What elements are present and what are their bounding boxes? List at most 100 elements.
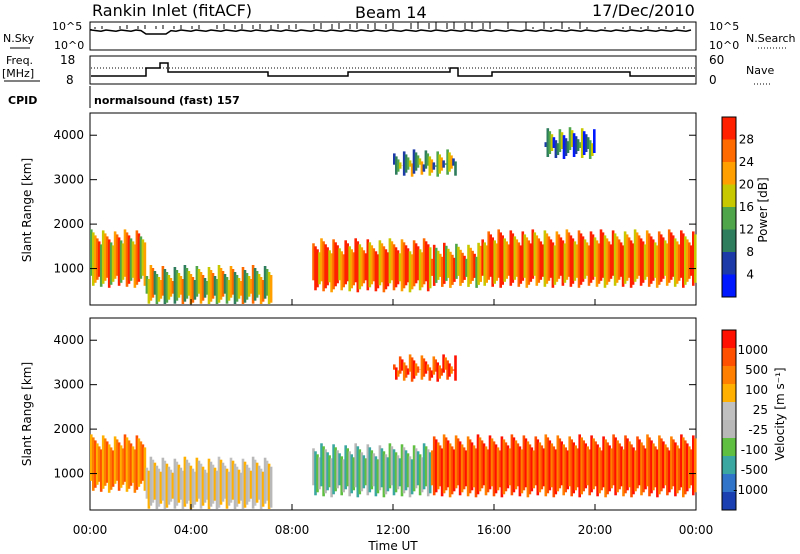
velocity-cell: [610, 448, 613, 489]
velocity-cell: [508, 448, 512, 486]
power-cell: [686, 239, 689, 282]
velocity-cell: [115, 439, 119, 481]
power-cell: [312, 243, 315, 281]
power-cell: [380, 243, 384, 283]
velocity-cell: [628, 441, 631, 488]
velocity-cell: [147, 470, 151, 509]
velocity-cell: [96, 443, 99, 485]
y-tick-label: 4000: [53, 128, 84, 142]
velocity-cell: [478, 437, 482, 492]
x-tick-label: 00:00: [73, 523, 108, 537]
velocity-cell: [402, 362, 406, 381]
nave-label: Nave: [746, 64, 774, 77]
velocity-cell: [480, 440, 484, 489]
velocity-cell: [472, 445, 476, 488]
colorbar-swatch: [722, 474, 736, 493]
power-cell: [131, 241, 135, 278]
velocity-cell: [404, 450, 408, 491]
velocity-cell: [209, 461, 213, 507]
power-cell: [173, 267, 177, 304]
velocity-cell: [193, 471, 197, 505]
velocity-cell: [636, 436, 639, 489]
power-cell: [259, 277, 263, 304]
power-cell: [249, 279, 253, 294]
power-cell: [414, 152, 418, 171]
cpid-label: CPID: [8, 94, 37, 107]
velocity-cell: [516, 443, 520, 487]
velocity-cell: [498, 450, 502, 488]
power-cell: [621, 245, 625, 287]
velocity-cell: [654, 446, 657, 488]
power-cell: [406, 157, 410, 170]
power-cell: [597, 243, 601, 284]
colorbar-tick-label: 1000: [737, 343, 768, 357]
velocity-cell: [151, 459, 155, 503]
power-cell: [591, 234, 595, 280]
power-cell: [155, 274, 159, 304]
power-cell: [370, 245, 374, 285]
velocity-cell: [680, 434, 683, 488]
power-cell: [557, 234, 561, 279]
power-cell: [491, 237, 494, 287]
power-cell: [694, 234, 697, 283]
velocity-cell: [141, 444, 145, 481]
velocity-cell: [326, 452, 329, 491]
velocity-cell: [261, 471, 265, 507]
velocity-cell: [564, 447, 567, 493]
power-cell: [269, 275, 273, 303]
power-cell: [586, 137, 590, 149]
power-cell: [513, 236, 517, 280]
power-cell: [541, 244, 545, 277]
velocity-cell: [556, 435, 560, 492]
x-tick-label: 04:00: [174, 523, 209, 537]
power-cell: [90, 229, 93, 276]
velocity-cell: [552, 446, 556, 498]
velocity-cell: [251, 456, 255, 509]
power-cell: [454, 161, 457, 176]
power-cell: [434, 165, 437, 167]
velocity-cell: [454, 435, 458, 489]
velocity-cell: [538, 442, 542, 493]
power-cell: [564, 138, 568, 156]
velocity-cell: [384, 454, 388, 495]
power-cell: [400, 239, 404, 292]
power-cell: [223, 274, 227, 294]
velocity-cell: [492, 441, 496, 497]
power-cell: [519, 245, 523, 284]
power-cell: [165, 272, 169, 303]
colorbar-swatch: [722, 402, 736, 421]
velocity-cell: [526, 441, 530, 498]
power-cell: [501, 235, 504, 285]
power-cell: [690, 245, 693, 276]
power-cell: [96, 238, 99, 280]
power-cell: [167, 275, 171, 300]
velocity-cell: [540, 445, 544, 490]
power-cell: [591, 143, 594, 156]
power-cell: [123, 229, 127, 277]
velocity-cell: [532, 450, 536, 489]
velocity-cell: [670, 436, 673, 490]
velocity-cell: [494, 444, 498, 494]
power-cell: [471, 250, 474, 281]
power-cell: [418, 249, 422, 291]
power-cell: [582, 131, 586, 155]
power-cell: [659, 234, 663, 282]
x-tick-label: 16:00: [477, 523, 512, 537]
x-axis-ticks: 00:00 04:00 08:00 12:00 16:00 20:00 00:00: [73, 299, 713, 537]
power-cell: [151, 268, 155, 298]
velocity-cell: [684, 440, 687, 495]
velocity-cell: [334, 447, 337, 492]
nsky-tick-top: 10^5: [52, 20, 82, 33]
velocity-cell: [530, 447, 534, 492]
power-cell: [605, 238, 609, 285]
power-cell: [404, 245, 408, 286]
velocity-cell: [446, 360, 449, 380]
power-cell: [673, 238, 677, 287]
velocity-cell: [368, 447, 372, 493]
power-cell: [326, 247, 329, 286]
velocity-cell: [506, 445, 510, 489]
velocity-cell: [374, 456, 378, 497]
colorbar-swatch: [722, 274, 736, 298]
velocity-cell: [598, 447, 601, 494]
power-cell: [499, 232, 502, 288]
